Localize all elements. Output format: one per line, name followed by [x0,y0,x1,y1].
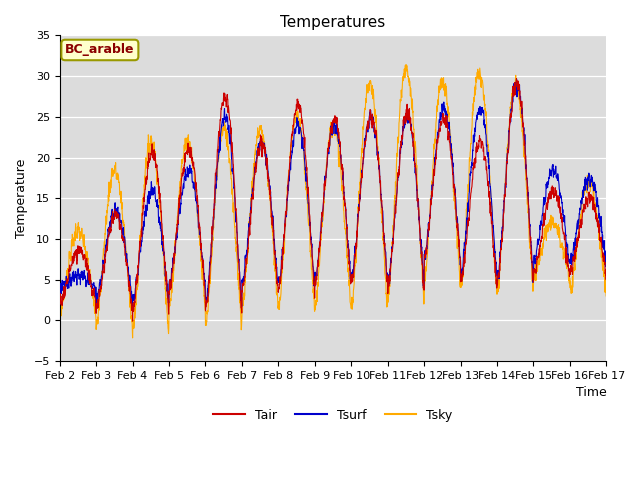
Tair [349,272,356,277]
Tsky [602,294,610,300]
Tsky [129,335,136,341]
Legend: Tair, Tsurf, Tsky: Tair, Tsurf, Tsky [209,404,458,427]
Tsurf [513,77,520,83]
Tsurf [349,268,356,274]
Tsurf [555,178,563,184]
Tsurf [602,260,610,265]
Tair [570,253,577,259]
Tair [492,272,500,278]
Tair [361,139,369,145]
Tsky [402,62,410,68]
Line: Tsurf: Tsurf [60,80,606,306]
Tsky [349,297,356,302]
Title: Temperatures: Temperatures [280,15,386,30]
Tsky [555,222,563,228]
Tair [555,196,563,202]
Tsurf [361,144,369,150]
Text: BC_arable: BC_arable [65,44,134,57]
Tair [513,76,520,82]
Line: Tair: Tair [60,79,606,321]
Tair [129,318,136,324]
Y-axis label: Temperature: Temperature [15,158,28,238]
Tsurf [492,259,500,265]
Line: Tsky: Tsky [60,65,606,338]
Tsky [492,280,500,286]
Tair [209,231,216,237]
Tsurf [238,303,246,309]
X-axis label: Time: Time [575,386,606,399]
Tair [602,266,610,272]
Tsky [361,107,369,112]
Tsurf [208,229,216,235]
Tair [56,300,63,306]
Tsky [570,265,577,271]
Tsky [56,302,63,308]
Tsurf [570,240,577,245]
Tsky [209,247,216,252]
Tsurf [56,286,63,292]
